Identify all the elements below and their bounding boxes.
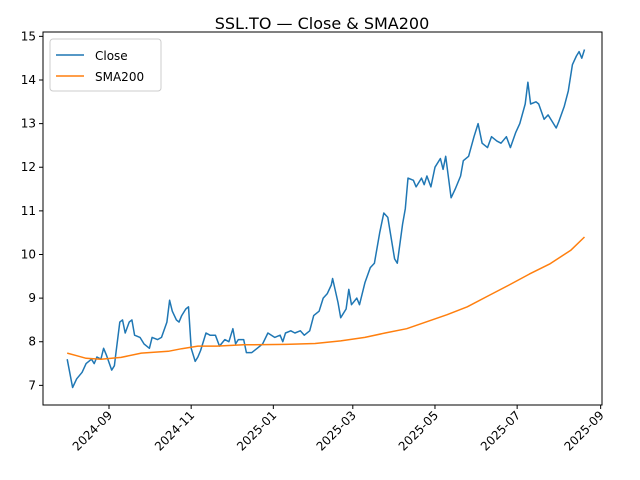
y-tick-label: 9: [28, 291, 36, 305]
y-tick-label: 15: [21, 29, 36, 43]
legend: Close SMA200: [49, 38, 162, 92]
plot-area: [66, 49, 586, 389]
axes-frame: [42, 31, 603, 406]
y-tick-label: 7: [28, 378, 36, 392]
legend-label-close: Close: [95, 49, 128, 63]
y-axis: 7 8 9 10 11 12 13 14 15: [21, 29, 43, 392]
legend-label-sma200: SMA200: [95, 70, 144, 84]
y-tick-label: 10: [21, 247, 36, 261]
y-tick-label: 11: [21, 204, 36, 218]
series-line-sma200: [67, 236, 586, 360]
legend-box: [49, 38, 162, 92]
series-line-close: [66, 49, 586, 389]
y-tick-label: 12: [21, 160, 36, 174]
chart-title: SSL.TO — Close & SMA200: [215, 14, 430, 33]
y-tick-label: 14: [21, 73, 36, 87]
y-tick-label: 8: [28, 335, 36, 349]
y-tick-label: 13: [21, 117, 36, 131]
